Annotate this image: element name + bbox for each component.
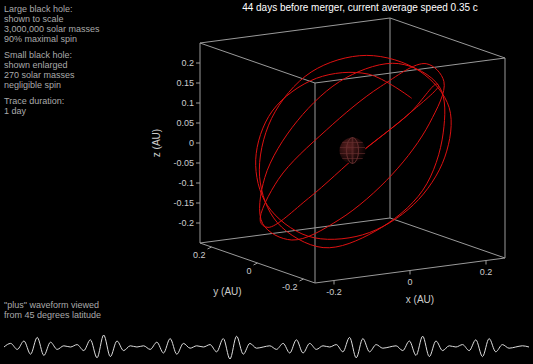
note: Small black hole:: [4, 50, 72, 60]
box-edge: [390, 218, 505, 258]
z-tick-label: 0.1: [181, 98, 194, 108]
z-tick: [196, 183, 200, 184]
black-hole-grid: [347, 138, 359, 164]
box-edge: [390, 18, 391, 218]
z-tick: [196, 223, 200, 224]
note: 270 solar masses: [4, 70, 75, 80]
black-hole-grid: [340, 147, 365, 148]
black-hole-grid: [352, 138, 353, 164]
x-tick-label: 0: [407, 277, 412, 287]
z-tick-label: 0.05: [176, 118, 194, 128]
z-tick-label: -0.15: [173, 198, 194, 208]
box-edge: [505, 58, 506, 258]
note: 90% maximal spin: [4, 34, 77, 44]
note: Large black hole:: [4, 4, 73, 14]
y-tick: [254, 263, 258, 265]
y-tick-label: 0.2: [193, 250, 206, 260]
y-axis-title: y (AU): [213, 286, 241, 297]
box-edge: [390, 18, 505, 58]
z-tick-label: -0.2: [178, 218, 194, 228]
y-tick: [208, 247, 212, 249]
box-edge: [200, 18, 390, 43]
z-tick: [196, 123, 200, 124]
z-tick: [196, 163, 200, 164]
z-tick: [196, 203, 200, 204]
y-tick: [300, 279, 304, 281]
box-frame: [200, 18, 505, 283]
x-tick: [334, 281, 335, 285]
y-tick-label: -0.2: [282, 282, 298, 292]
x-axis-title: x (AU): [406, 294, 434, 305]
black-hole-grid: [340, 153, 365, 154]
note: 1 day: [4, 106, 27, 116]
box-edge: [200, 43, 315, 83]
z-tick: [196, 83, 200, 84]
waveform-caption: "plus" waveform viewed: [4, 300, 99, 310]
z-tick-label: -0.05: [173, 158, 194, 168]
z-axis-title: z (AU): [151, 129, 162, 157]
note: shown enlarged: [4, 60, 68, 70]
box-edge: [315, 83, 316, 283]
x-tick-label: 0.2: [480, 267, 493, 277]
plot-area: [256, 55, 452, 247]
z-tick-label: 0: [189, 138, 194, 148]
orbit-trace: [256, 55, 452, 247]
black-hole-sphere: [340, 138, 366, 164]
title: 44 days before merger, current average s…: [242, 2, 478, 13]
z-tick-label: 0.2: [181, 58, 194, 68]
z-tick: [196, 63, 200, 64]
note: Trace duration:: [4, 96, 64, 106]
black-hole-grid: [347, 138, 359, 164]
y-tick-label: 0: [246, 266, 251, 276]
note: negligible spin: [4, 80, 61, 90]
z-tick: [196, 143, 200, 144]
box-edge: [200, 243, 315, 283]
note: 3,000,000 solar masses: [4, 24, 100, 34]
x-tick: [486, 261, 487, 265]
waveform-caption: from 45 degrees latitude: [4, 310, 101, 320]
waveform: [4, 335, 529, 359]
note: shown to scale: [4, 14, 64, 24]
black-hole-grid: [342, 158, 362, 159]
chart: 44 days before merger, current average s…: [0, 0, 533, 364]
x-tick: [410, 271, 411, 275]
z-tick-label: -0.1: [178, 178, 194, 188]
z-tick-label: 0.15: [176, 78, 194, 88]
z-tick: [196, 103, 200, 104]
black-hole-grid: [342, 142, 362, 143]
black-hole: [340, 138, 366, 164]
x-tick-label: -0.2: [326, 287, 342, 297]
